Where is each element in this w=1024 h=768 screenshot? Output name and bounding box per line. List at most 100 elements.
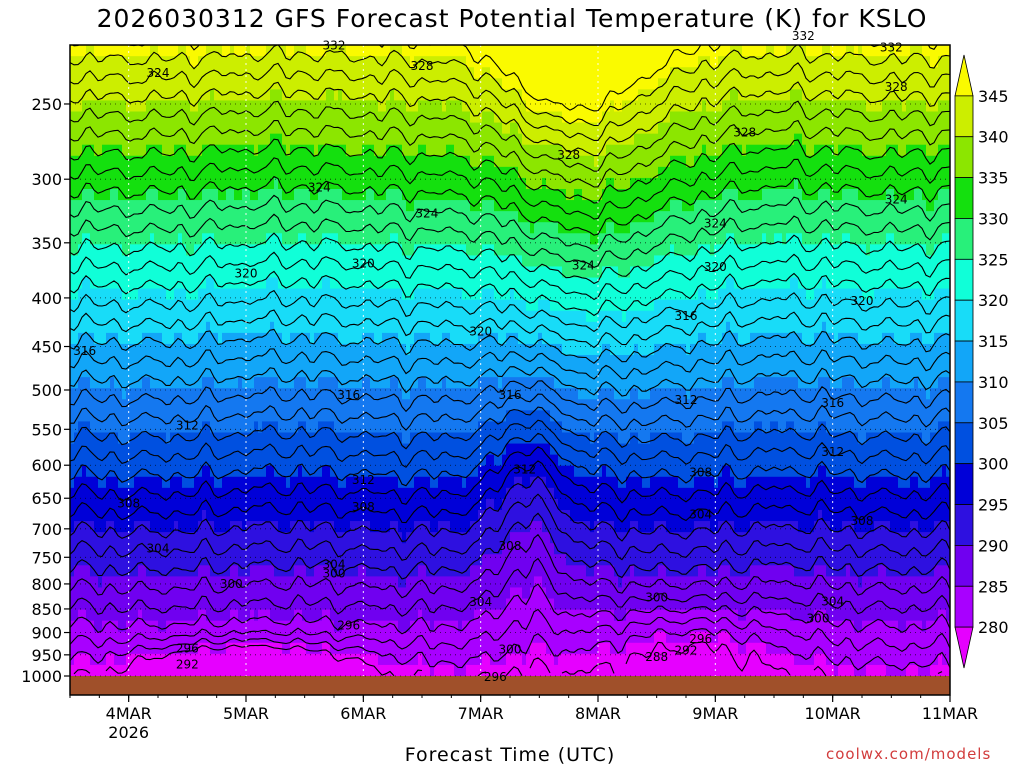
x-tick-label: 4MAR	[106, 704, 152, 723]
y-tick-label: 500	[31, 381, 62, 400]
contour-label: 304	[821, 595, 844, 609]
y-tick-label: 450	[31, 338, 62, 357]
contour-label: 328	[885, 80, 908, 94]
x-tick-label: 7MAR	[458, 704, 504, 723]
contour-label: 300	[220, 577, 243, 591]
x-tick-label: 6MAR	[340, 704, 386, 723]
contour-label: 312	[821, 445, 844, 459]
colorbar-swatch	[954, 463, 974, 505]
ground-surface	[70, 676, 950, 695]
colorbar-label: 310	[978, 373, 1009, 392]
contour-label: 324	[572, 259, 595, 273]
colorbar-swatch	[954, 585, 974, 628]
contour-label: 292	[176, 657, 199, 671]
contour-label: 304	[689, 507, 712, 521]
contour-label: 316	[675, 309, 698, 323]
y-axis: 250 300 350 400 450 500 550 600 650 700 750 800 850 9…	[21, 95, 70, 686]
x-tick-label: 11MAR	[922, 704, 978, 723]
contour-label: 292	[675, 643, 698, 657]
contour-label: 316	[73, 344, 96, 358]
contour-label: 332	[792, 29, 815, 43]
colorbar-label: 290	[978, 536, 1009, 555]
colorbar-swatch	[954, 54, 974, 97]
contour-label: 324	[704, 217, 727, 231]
contour-label: 320	[851, 294, 874, 308]
colorbar-label: 295	[978, 496, 1009, 515]
colorbar-swatch	[954, 626, 974, 669]
isentrope-contours	[70, 45, 950, 677]
contour-label: 288	[645, 650, 668, 664]
contour-label: 296	[484, 670, 507, 684]
contour-label: 296	[176, 641, 199, 655]
contour-label: 324	[885, 192, 908, 206]
contour-label: 308	[689, 466, 712, 480]
x-tick-label: 9MAR	[692, 704, 738, 723]
contour-label: 304	[147, 541, 170, 555]
contour-label: 300	[807, 612, 830, 626]
contour-label: 328	[411, 59, 434, 73]
x-tick-year-label: 2026	[108, 723, 149, 742]
contour-labels: 3323283323323243283283283243243243243243…	[73, 29, 907, 684]
y-tick-label: 650	[31, 489, 62, 508]
grid-lines	[70, 45, 950, 677]
chart-title: 2026030312 GFS Forecast Potential Temper…	[96, 4, 928, 33]
x-tick-label: 5MAR	[223, 704, 269, 723]
contour-label: 296	[689, 632, 712, 646]
contour-label: 324	[415, 207, 438, 221]
contour-label: 312	[352, 473, 375, 487]
colorbar-label: 300	[978, 455, 1009, 474]
contour-label: 308	[117, 496, 140, 510]
colorbar-label: 320	[978, 291, 1009, 310]
contour-label: 300	[323, 566, 346, 580]
contour-label: 308	[499, 539, 522, 553]
colorbar-swatch	[954, 340, 974, 383]
y-tick-label: 1000	[21, 667, 62, 686]
contour-label: 308	[851, 514, 874, 528]
y-tick-label: 300	[31, 170, 62, 189]
contour-label: 320	[469, 325, 492, 339]
y-tick-label: 600	[31, 456, 62, 475]
contour-label: 316	[499, 388, 522, 402]
colorbar-swatch	[954, 258, 974, 301]
contour-label: 296	[337, 619, 360, 633]
colorbar-swatch	[954, 136, 974, 179]
colorbar-swatch	[954, 218, 974, 260]
colorbar-label: 345	[978, 87, 1009, 106]
y-tick-label: 250	[31, 95, 62, 114]
contour-label: 300	[499, 643, 522, 657]
y-tick-label: 700	[31, 520, 62, 539]
contour-label: 308	[352, 500, 375, 514]
colorbar-swatch	[954, 504, 974, 546]
y-tick-label: 550	[31, 420, 62, 439]
contour-label: 320	[352, 257, 375, 271]
y-tick-label: 750	[31, 548, 62, 567]
x-tick-label: 8MAR	[575, 704, 621, 723]
colorbar-swatch	[954, 177, 974, 219]
contour-label: 324	[308, 180, 331, 194]
colorbar-swatch	[954, 422, 974, 465]
colorbar-label: 330	[978, 209, 1009, 228]
contour-label: 304	[323, 557, 346, 571]
x-tick-label: 10MAR	[805, 704, 861, 723]
contour-label: 304	[469, 595, 492, 609]
colorbar-label: 325	[978, 250, 1009, 269]
colorbar-label: 335	[978, 169, 1009, 188]
contour-label: 320	[235, 266, 258, 280]
credit-text: coolwx.com/models	[826, 745, 992, 763]
colorbar-label: 280	[978, 618, 1009, 637]
contour-label: 324	[147, 66, 170, 80]
contour-label: 300	[645, 591, 668, 605]
contour-label: 312	[513, 462, 536, 476]
colorbar: 345 340 335 330 325 320 315 310 305 300 295 290 285 2…	[954, 54, 1009, 669]
colorbar-label: 315	[978, 332, 1009, 351]
colorbar-swatch	[954, 95, 974, 138]
y-tick-label: 350	[31, 234, 62, 253]
contour-label: 320	[704, 260, 727, 274]
y-tick-label: 850	[31, 600, 62, 619]
colorbar-label: 305	[978, 414, 1009, 433]
x-axis-label: Forecast Time (UTC)	[404, 744, 616, 766]
colorbar-swatch	[954, 545, 974, 587]
y-tick-label: 800	[31, 575, 62, 594]
colorbar-swatch	[954, 299, 974, 342]
